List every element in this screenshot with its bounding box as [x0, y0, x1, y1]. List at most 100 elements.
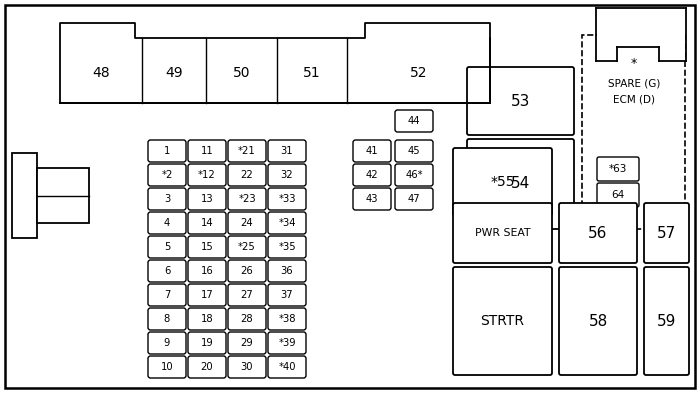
- Text: 29: 29: [241, 338, 253, 348]
- FancyBboxPatch shape: [268, 332, 306, 354]
- Text: 53: 53: [511, 94, 530, 108]
- Text: 44: 44: [407, 116, 420, 126]
- Text: 13: 13: [201, 194, 214, 204]
- Text: 56: 56: [588, 226, 608, 241]
- Text: 27: 27: [241, 290, 253, 300]
- Text: 45: 45: [407, 146, 420, 156]
- FancyBboxPatch shape: [268, 308, 306, 330]
- FancyBboxPatch shape: [188, 308, 226, 330]
- Text: *39: *39: [278, 338, 296, 348]
- FancyBboxPatch shape: [148, 212, 186, 234]
- FancyBboxPatch shape: [148, 356, 186, 378]
- Text: 49: 49: [165, 66, 183, 80]
- Text: 3: 3: [164, 194, 170, 204]
- FancyBboxPatch shape: [268, 164, 306, 186]
- FancyBboxPatch shape: [644, 203, 689, 263]
- Text: *63: *63: [609, 164, 627, 174]
- Text: 30: 30: [241, 362, 253, 372]
- Text: 14: 14: [201, 218, 214, 228]
- FancyBboxPatch shape: [148, 332, 186, 354]
- Text: 47: 47: [407, 194, 420, 204]
- FancyBboxPatch shape: [188, 236, 226, 258]
- Text: 26: 26: [241, 266, 253, 276]
- Text: 7: 7: [164, 290, 170, 300]
- Text: 31: 31: [281, 146, 293, 156]
- FancyBboxPatch shape: [228, 164, 266, 186]
- Text: 15: 15: [201, 242, 214, 252]
- Text: *2: *2: [161, 170, 173, 180]
- FancyBboxPatch shape: [353, 164, 391, 186]
- Bar: [582, 35, 685, 229]
- Text: 11: 11: [201, 146, 214, 156]
- FancyBboxPatch shape: [453, 267, 552, 375]
- Text: 37: 37: [281, 290, 293, 300]
- Text: 64: 64: [611, 190, 624, 200]
- Text: 18: 18: [201, 314, 214, 324]
- FancyBboxPatch shape: [188, 164, 226, 186]
- FancyBboxPatch shape: [644, 267, 689, 375]
- FancyBboxPatch shape: [188, 356, 226, 378]
- FancyBboxPatch shape: [148, 164, 186, 186]
- Bar: [60, 23, 135, 58]
- FancyBboxPatch shape: [148, 236, 186, 258]
- Text: 16: 16: [201, 266, 214, 276]
- Bar: [365, 23, 490, 58]
- Bar: [596, 9, 685, 60]
- FancyBboxPatch shape: [188, 260, 226, 282]
- Text: *21: *21: [238, 146, 256, 156]
- Text: 24: 24: [241, 218, 253, 228]
- FancyBboxPatch shape: [268, 284, 306, 306]
- Text: 20: 20: [201, 362, 214, 372]
- Text: SPARE (G): SPARE (G): [608, 78, 660, 88]
- FancyBboxPatch shape: [228, 308, 266, 330]
- FancyBboxPatch shape: [148, 188, 186, 210]
- Text: 54: 54: [511, 176, 530, 191]
- FancyBboxPatch shape: [559, 267, 637, 375]
- Bar: [617, 47, 658, 60]
- FancyBboxPatch shape: [395, 164, 433, 186]
- Text: PWR SEAT: PWR SEAT: [475, 228, 531, 238]
- FancyBboxPatch shape: [453, 148, 552, 215]
- Text: 22: 22: [241, 170, 253, 180]
- FancyBboxPatch shape: [228, 260, 266, 282]
- FancyBboxPatch shape: [188, 140, 226, 162]
- Text: *: *: [631, 57, 637, 70]
- Text: 48: 48: [92, 66, 110, 80]
- FancyBboxPatch shape: [467, 139, 574, 229]
- FancyBboxPatch shape: [395, 188, 433, 210]
- Text: 6: 6: [164, 266, 170, 276]
- Text: 10: 10: [161, 362, 174, 372]
- Text: 57: 57: [657, 226, 676, 241]
- FancyBboxPatch shape: [188, 284, 226, 306]
- FancyBboxPatch shape: [268, 140, 306, 162]
- FancyBboxPatch shape: [148, 284, 186, 306]
- FancyBboxPatch shape: [597, 157, 639, 181]
- Text: *34: *34: [279, 218, 295, 228]
- FancyBboxPatch shape: [395, 110, 433, 132]
- Bar: [60, 38, 490, 103]
- Text: *55: *55: [490, 174, 514, 189]
- Text: 42: 42: [365, 170, 378, 180]
- Text: 50: 50: [232, 66, 251, 80]
- Text: ECM (D): ECM (D): [613, 94, 655, 104]
- Text: 19: 19: [201, 338, 214, 348]
- Text: 28: 28: [241, 314, 253, 324]
- Text: *40: *40: [279, 362, 295, 372]
- FancyBboxPatch shape: [268, 188, 306, 210]
- FancyBboxPatch shape: [148, 140, 186, 162]
- FancyBboxPatch shape: [353, 188, 391, 210]
- FancyBboxPatch shape: [188, 188, 226, 210]
- FancyBboxPatch shape: [268, 236, 306, 258]
- Bar: [12, 153, 37, 238]
- FancyBboxPatch shape: [228, 284, 266, 306]
- FancyBboxPatch shape: [228, 188, 266, 210]
- Text: 51: 51: [303, 66, 321, 80]
- Text: 58: 58: [589, 314, 608, 329]
- Text: STRTR: STRTR: [480, 314, 524, 328]
- Text: 59: 59: [657, 314, 676, 329]
- Text: *12: *12: [198, 170, 216, 180]
- Text: 17: 17: [201, 290, 214, 300]
- FancyBboxPatch shape: [228, 140, 266, 162]
- Text: *25: *25: [238, 242, 256, 252]
- Text: *23: *23: [238, 194, 256, 204]
